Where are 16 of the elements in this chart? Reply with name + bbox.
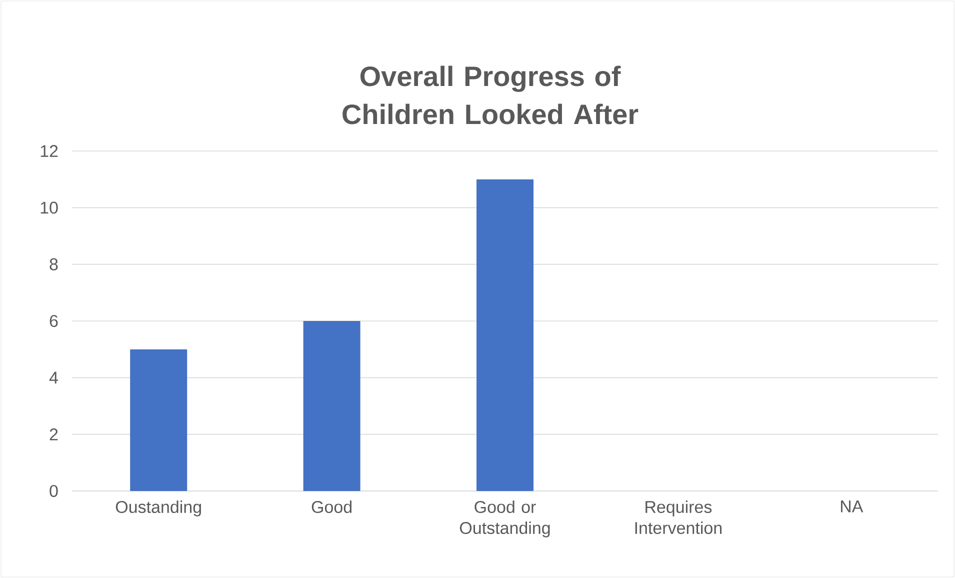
x-tick-label: Good or Outstanding: [460, 500, 550, 538]
y-tick-label: 10: [40, 202, 58, 214]
y-tick-label: 6: [50, 314, 58, 328]
y-tick-label: 0: [50, 484, 58, 498]
chart-title: Overall Progress of Children Looked After: [342, 66, 638, 124]
x-tick-label: Requires Intervention: [635, 500, 722, 534]
x-tick-label: NA: [840, 500, 864, 512]
y-tick-label: 4: [49, 372, 58, 384]
y-tick-label: 2: [50, 428, 58, 440]
bar: [303, 320, 360, 491]
x-tick-label: Good: [312, 500, 352, 514]
bar: [130, 349, 188, 491]
y-tick-label: 12: [40, 145, 58, 157]
bar: [476, 179, 534, 491]
x-tick-label: Oustanding: [116, 500, 201, 516]
y-tick-label: 8: [50, 258, 58, 270]
